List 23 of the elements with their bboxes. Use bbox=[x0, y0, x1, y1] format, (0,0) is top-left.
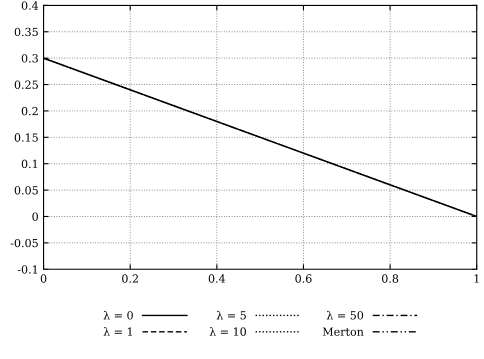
legend-label: λ = 1 bbox=[104, 327, 132, 336]
legend-label: λ = 5 bbox=[216, 310, 246, 320]
legend-label: λ = 0 bbox=[104, 310, 133, 320]
x-tick-label: 0.8 bbox=[382, 274, 398, 283]
y-tick-label: 0.1 bbox=[22, 160, 38, 168]
y-tick-label: 0.15 bbox=[14, 133, 38, 142]
y-tick-label: 0.3 bbox=[22, 54, 38, 63]
x-tick-label: 0 bbox=[40, 274, 46, 283]
legend-label: λ = 10 bbox=[210, 327, 246, 336]
y-tick-label: 0.05 bbox=[14, 186, 38, 194]
y-tick-label: -0.05 bbox=[10, 238, 38, 248]
y-tick-label: 0 bbox=[32, 212, 38, 221]
y-tick-label: 0.2 bbox=[22, 106, 38, 116]
legend-label: Merton bbox=[322, 328, 364, 336]
x-tick-label: 0.2 bbox=[122, 274, 138, 283]
y-tick-label: 0.25 bbox=[14, 80, 38, 89]
x-tick-label: 1 bbox=[474, 274, 479, 283]
y-tick-label: -0.1 bbox=[18, 265, 38, 274]
y-tick-label: 0.35 bbox=[14, 28, 38, 36]
y-tick-label: 0.4 bbox=[22, 1, 38, 10]
legend-label: λ = 50 bbox=[326, 310, 364, 320]
x-tick-label: 0.6 bbox=[295, 274, 312, 283]
x-tick-label: 0.4 bbox=[208, 274, 226, 283]
